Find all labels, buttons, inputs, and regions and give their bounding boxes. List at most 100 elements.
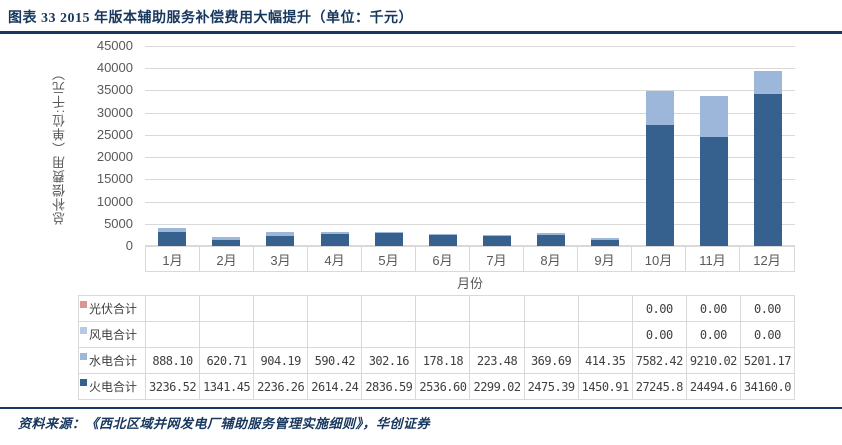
table-cell: 27245.8: [632, 374, 687, 400]
table-cell: 5201.17: [740, 348, 795, 374]
x-tick-label: 8月: [524, 247, 578, 271]
x-tick-label: 11月: [686, 247, 740, 271]
bar-10月: [645, 91, 674, 246]
legend-swatch-thermal: [80, 379, 87, 386]
table-cell: 178.18: [416, 348, 471, 374]
x-tick-label: 5月: [362, 247, 416, 271]
bar-segment-hydro: [591, 237, 620, 240]
table-cell: 3236.52: [146, 374, 201, 400]
bar-8月: [537, 233, 566, 246]
bar-segment-thermal: [537, 235, 566, 246]
table-cell: 1450.91: [578, 374, 633, 400]
x-tick-label: 4月: [308, 247, 362, 271]
bar-segment-hydro: [645, 91, 674, 125]
bar-segment-thermal: [266, 236, 295, 246]
table-cell: 302.16: [362, 348, 417, 374]
table-cell: [308, 322, 363, 348]
table-cell: 620.71: [200, 348, 255, 374]
bar-9月: [591, 237, 620, 246]
bar-2月: [212, 237, 241, 246]
table-cell: 34160.0: [740, 374, 795, 400]
table-cell: 590.42: [308, 348, 363, 374]
x-tick-label: 7月: [470, 247, 524, 271]
table-cell: 0.00: [632, 322, 687, 348]
source-note: 资料来源：《西北区域并网发电厂辅助服务管理实施细则》，华创证券: [18, 416, 431, 431]
bar-segment-thermal: [212, 240, 241, 246]
x-axis-labels: 1月 2月 3月 4月 5月 6月 7月 8月 9月 10月 11月 12月: [145, 246, 795, 272]
bar-segment-hydro: [537, 233, 566, 235]
bar-3月: [266, 232, 295, 246]
y-tick-label: 5000: [104, 215, 133, 231]
bar-12月: [753, 71, 782, 246]
bar-segment-thermal: [320, 234, 349, 246]
bar-4月: [320, 231, 349, 246]
table-cell: [578, 322, 633, 348]
gridline: [145, 135, 795, 136]
table-cell: [200, 296, 255, 322]
legend-cell-wind: 风电合计: [79, 322, 146, 348]
bar-segment-hydro: [374, 232, 403, 234]
table-cell: 9210.02: [686, 348, 741, 374]
gridline: [145, 224, 795, 225]
bar-6月: [428, 233, 457, 246]
bar-segment-thermal: [428, 234, 457, 246]
table-cell: 0.00: [740, 322, 795, 348]
legend-swatch-hydro: [80, 353, 87, 360]
bar-segment-hydro: [158, 227, 187, 232]
gridline: [145, 68, 795, 69]
table-cell: 0.00: [686, 322, 741, 348]
plot-area: [145, 46, 795, 246]
gridline: [145, 245, 795, 246]
table-cell: 904.19: [254, 348, 309, 374]
table-cell: 1341.45: [200, 374, 255, 400]
table-cell: 888.10: [146, 348, 201, 374]
bar-segment-hydro: [266, 232, 295, 237]
table-cell: 0.00: [632, 296, 687, 322]
bar-segment-thermal: [591, 239, 620, 246]
table-cell: 2475.39: [524, 374, 579, 400]
table-cell: 2614.24: [308, 374, 363, 400]
bar-11月: [699, 96, 728, 246]
table-cell: [254, 322, 309, 348]
bar-7月: [483, 234, 512, 246]
data-table: 光伏合计 0.00 0.00 0.00 风电合计 0.00 0.00 0.00 水电合计 888.…: [78, 295, 795, 400]
table-cell: [308, 296, 363, 322]
legend-cell-thermal: 火电合计: [79, 374, 146, 400]
gridline: [145, 113, 795, 114]
table-cell: 223.48: [470, 348, 525, 374]
table-cell: [200, 322, 255, 348]
y-tick-label: 0: [125, 238, 133, 253]
bar-segment-thermal: [645, 124, 674, 246]
bar-segment-hydro: [699, 96, 728, 138]
footer-divider: [0, 407, 842, 409]
legend-swatch-wind: [80, 327, 87, 334]
legend-label: 火电合计: [89, 380, 138, 394]
x-axis-title: 月份: [456, 276, 483, 291]
table-cell: 2536.60: [416, 374, 471, 400]
y-tick-label: 20000: [96, 149, 133, 165]
x-tick-label: 10月: [632, 247, 686, 271]
table-cell: [416, 296, 471, 322]
y-tick-label: 35000: [96, 82, 133, 98]
x-tick-label: 1月: [146, 247, 200, 271]
bar-segment-thermal: [158, 231, 187, 246]
x-tick-label: 2月: [200, 247, 254, 271]
gridline: [145, 157, 795, 158]
y-tick-label: 30000: [96, 104, 133, 120]
bar-segment-hydro: [483, 234, 512, 236]
gridline: [145, 179, 795, 180]
bar-segment-thermal: [753, 94, 782, 246]
bar-segment-hydro: [428, 233, 457, 235]
y-tick-label: 40000: [96, 60, 133, 76]
table-cell: 414.35: [578, 348, 633, 374]
table-cell: [524, 296, 579, 322]
x-tick-label: 3月: [254, 247, 308, 271]
x-tick-label: 6月: [416, 247, 470, 271]
bar-segment-thermal: [699, 137, 728, 246]
table-cell: [146, 322, 201, 348]
table-cell: 7582.42: [632, 348, 687, 374]
table-cell: [470, 296, 525, 322]
table-cell: [578, 296, 633, 322]
table-cell: 0.00: [740, 296, 795, 322]
table-cell: [524, 322, 579, 348]
